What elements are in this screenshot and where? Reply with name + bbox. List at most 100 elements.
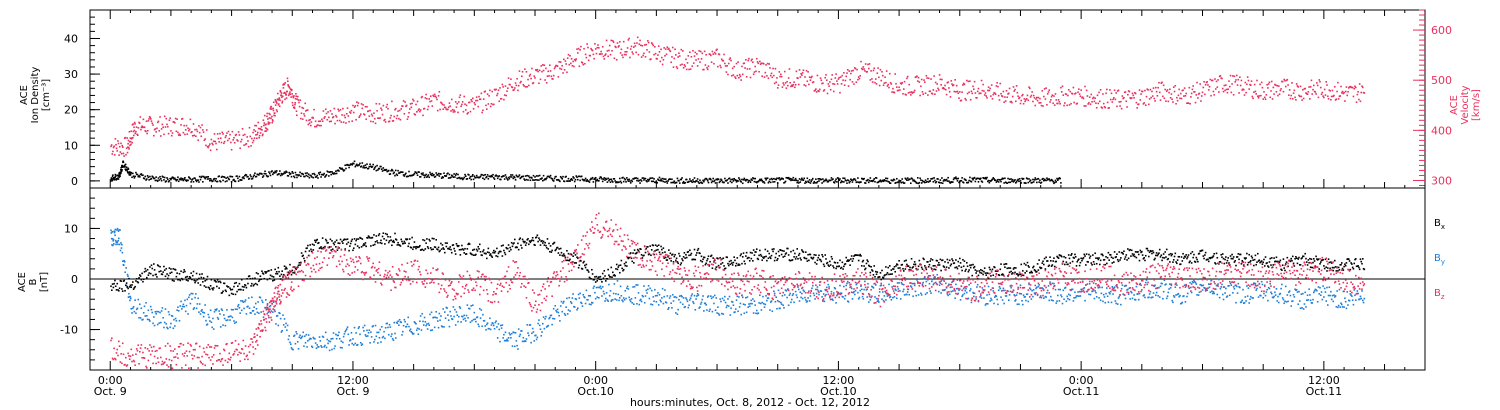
by-point [250,312,252,314]
velocity-point [948,90,951,93]
by-point [556,308,559,311]
by-point [1284,300,1286,303]
by-point [440,315,442,317]
velocity-point [299,99,302,101]
velocity-point [668,47,670,50]
density-point [1043,179,1045,182]
velocity-point [491,90,494,93]
velocity-point [1206,81,1208,83]
by-point [965,287,967,290]
by-point [959,299,962,301]
density-point [365,166,368,169]
by-point [1148,293,1151,295]
density-point [426,175,429,177]
velocity-point [410,106,413,109]
by-point [651,303,654,306]
density-point [675,181,678,184]
density-point [660,178,662,180]
velocity-point [1148,98,1151,100]
density-point [604,179,606,181]
density-point [832,178,834,180]
by-point [1049,281,1051,283]
by-point [112,238,115,241]
density-point [673,180,676,183]
by-point [719,298,721,300]
density-point [144,175,147,178]
velocity-point [1280,88,1282,90]
by-point [1328,286,1331,289]
density-point [636,179,638,182]
velocity-point [132,130,135,133]
velocity-point [247,140,249,142]
by-point [834,287,837,290]
density-point [787,176,790,179]
velocity-point [314,120,317,123]
by-point [560,300,563,303]
density-point [429,173,432,176]
velocity-point [285,93,288,96]
density-point [135,171,137,174]
density-point [650,180,653,183]
density-point [629,182,632,184]
velocity-point [630,45,633,48]
density-point [932,180,935,183]
by-point [638,303,641,306]
by-point [694,309,697,311]
density-point [136,173,139,176]
velocity-point [651,43,654,46]
by-point [433,326,436,329]
velocity-point [1099,88,1102,91]
density-point [731,178,734,181]
velocity-point [881,74,884,77]
velocity-point [296,95,299,98]
velocity-point [725,71,728,73]
by-point [1155,294,1157,297]
velocity-point [832,90,835,93]
by-point [934,281,937,284]
density-point [142,174,144,177]
velocity-point [724,62,726,65]
velocity-point [985,95,988,97]
by-point [1158,286,1160,289]
density-point [378,167,381,170]
by-point [184,299,186,302]
velocity-point [113,154,116,156]
velocity-point [158,130,161,132]
by-point [591,302,594,304]
by-point [1030,298,1033,300]
density-point [337,169,339,171]
velocity-point [761,75,763,78]
velocity-point [1344,100,1346,102]
by-point [1192,281,1194,284]
velocity-point [987,86,990,88]
velocity-point [184,129,187,131]
velocity-point [750,59,753,62]
by-point [221,309,224,312]
by-point [575,298,578,301]
by-point [857,291,859,294]
velocity-point [401,105,404,107]
by-point [279,317,282,320]
velocity-point [436,98,438,101]
velocity-point [723,53,725,56]
by-point [1256,284,1259,287]
by-point [1146,283,1149,286]
velocity-point [766,62,769,65]
density-point [120,171,122,174]
by-point [376,331,378,334]
density-point [283,171,286,173]
by-point [1100,292,1103,295]
by-point [113,242,115,245]
velocity-point [876,72,879,75]
velocity-point [241,128,244,130]
density-point [969,176,971,179]
velocity-point [1268,81,1271,84]
by-point [388,323,391,326]
density-point [311,173,314,175]
velocity-point [1165,100,1167,102]
by-point [323,345,325,348]
velocity-point [1327,98,1330,100]
velocity-point [525,70,528,73]
velocity-point [648,51,651,53]
velocity-point [1360,91,1363,94]
